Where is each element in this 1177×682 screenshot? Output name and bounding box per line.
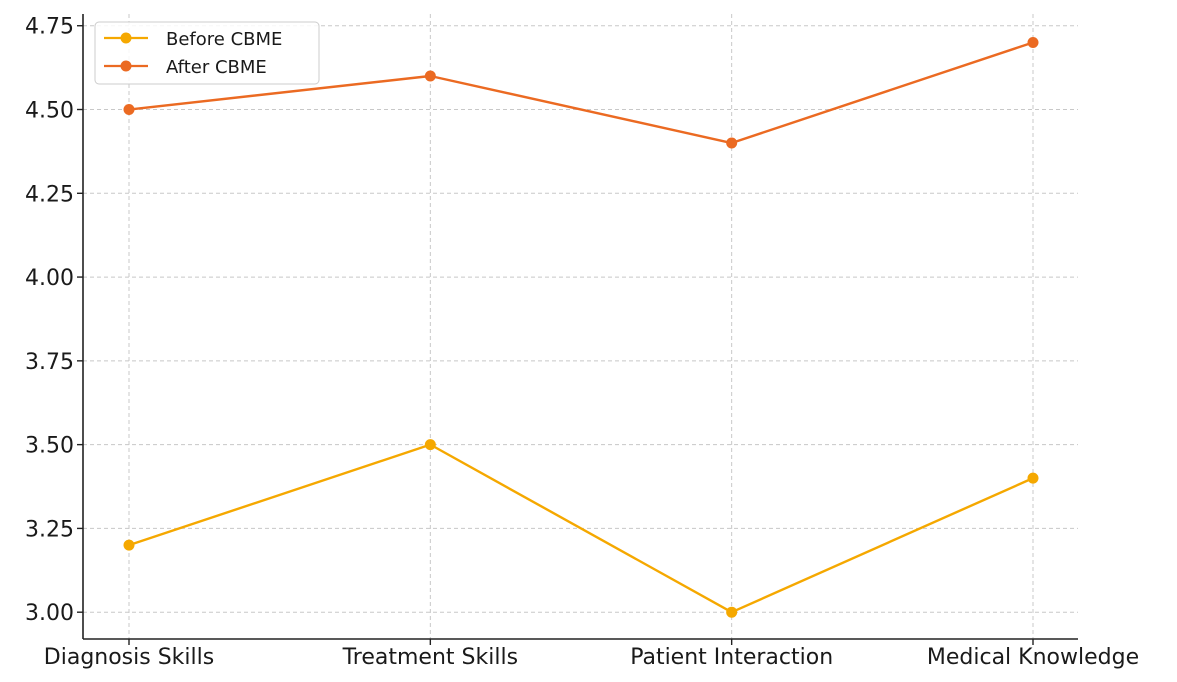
legend-marker-before bbox=[120, 32, 132, 44]
series bbox=[123, 36, 1039, 618]
legend: Before CBME After CBME bbox=[94, 21, 320, 85]
series-line bbox=[128, 443, 1034, 614]
legend-label-before: Before CBME bbox=[166, 29, 282, 50]
x-tick-label: Medical Knowledge bbox=[927, 645, 1139, 670]
grid bbox=[83, 14, 1078, 639]
y-tick-label: 4.50 bbox=[25, 99, 74, 124]
y-tick-label: 3.00 bbox=[25, 601, 74, 626]
data-point bbox=[726, 137, 738, 149]
series-before-cbme bbox=[123, 439, 1039, 618]
x-tick-label: Patient Interaction bbox=[630, 645, 833, 670]
y-tick-label: 4.00 bbox=[25, 266, 74, 291]
series-after-cbme bbox=[123, 36, 1039, 149]
legend-box bbox=[94, 21, 320, 85]
y-tick-label: 4.25 bbox=[25, 182, 74, 207]
data-point bbox=[123, 104, 135, 116]
x-tick-label: Diagnosis Skills bbox=[44, 645, 214, 670]
x-ticks: Diagnosis Skills Treatment Skills Patient … bbox=[44, 639, 1139, 670]
y-tick-label: 3.50 bbox=[25, 434, 74, 459]
x-tick-label: Treatment Skills bbox=[342, 645, 518, 670]
data-point bbox=[1027, 472, 1039, 484]
legend-label-after: After CBME bbox=[166, 57, 267, 78]
y-ticks: 3.00 3.25 3.50 3.75 4.00 4.25 4.50 4.75 bbox=[25, 15, 83, 626]
data-point bbox=[123, 539, 135, 551]
legend-marker-after bbox=[120, 60, 132, 72]
data-point bbox=[424, 70, 436, 82]
y-tick-label: 3.25 bbox=[25, 517, 74, 542]
data-point bbox=[726, 606, 738, 618]
y-tick-label: 4.75 bbox=[25, 15, 74, 40]
y-tick-label: 3.75 bbox=[25, 350, 74, 375]
series-line bbox=[128, 41, 1034, 145]
axes bbox=[82, 14, 1078, 640]
data-point bbox=[424, 439, 436, 451]
data-point bbox=[1027, 36, 1039, 48]
